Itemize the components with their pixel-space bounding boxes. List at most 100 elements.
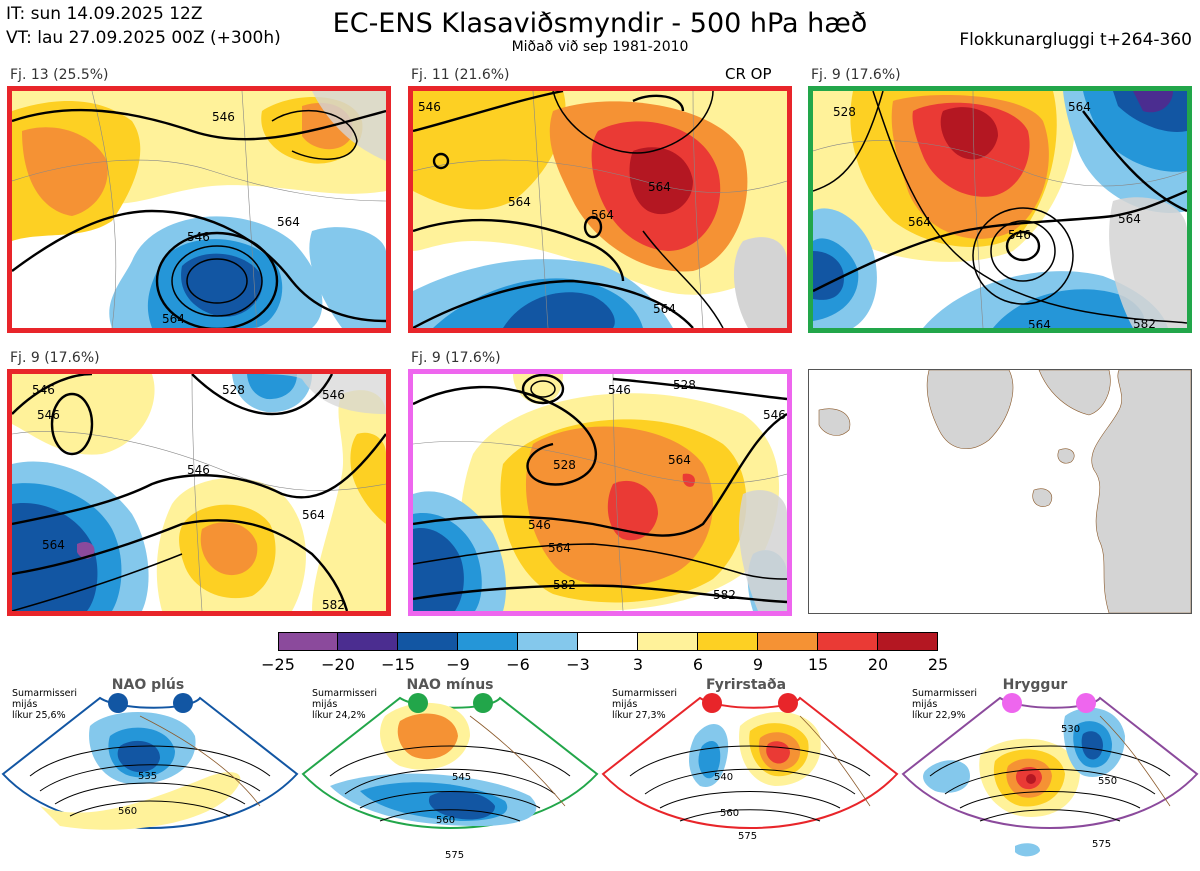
colorbar-swatch <box>518 632 578 651</box>
control-run-tag: CR OP <box>725 65 772 83</box>
regime-meta-line: mijás <box>612 699 638 710</box>
regime-title: NAO plús <box>111 677 185 693</box>
regime-blocking: 540 560 575 Fyrirstaða Sumarmisseri mijá… <box>600 676 900 871</box>
regime-title: Fyrirstaða <box>705 677 787 693</box>
contour-label: 564 <box>302 508 325 522</box>
cluster-map-5: 546 528 546 528 564 546 564 582 582 <box>408 369 792 616</box>
contour-label: 546 <box>763 408 786 422</box>
contour-label: 564 <box>1068 100 1091 114</box>
contour-label: 546 <box>37 408 60 422</box>
regime-meta: Sumarmisseri mijás líkur 25,6% <box>12 688 77 721</box>
cluster-map-1: 546 546 564 564 <box>7 86 391 333</box>
contour-label: 528 <box>553 458 576 472</box>
contour-label: 528 <box>222 383 245 397</box>
regime-contour-label: 550 <box>1098 776 1117 787</box>
colorbar-tick-label: 15 <box>807 655 829 674</box>
regime-title: Hryggur <box>1002 677 1068 693</box>
colorbar-tick-label: −9 <box>446 655 470 674</box>
contour-label: 564 <box>668 453 691 467</box>
regime-meta-line: Sumarmisseri <box>12 688 78 699</box>
regime-meta-line: Sumarmisseri <box>312 688 378 699</box>
colorbar-swatch <box>638 632 698 651</box>
regime-meta: Sumarmisseri mijás líkur 24,2% <box>312 688 377 721</box>
regime-contour-label: 535 <box>138 771 157 782</box>
colorbar-tick-label: −3 <box>566 655 590 674</box>
regime-contour-label: 540 <box>714 772 733 783</box>
regime-meta-line: mijás <box>912 699 938 710</box>
colorbar-swatch <box>398 632 458 651</box>
contour-label: 564 <box>42 538 65 552</box>
regime-meta-line: Sumarmisseri <box>912 688 978 699</box>
regime-nao-minus: 545 560 575 NAO mínus Sumarmisseri mijás… <box>300 676 600 871</box>
contour-label: 564 <box>277 215 300 229</box>
regime-meta-line: mijás <box>12 699 38 710</box>
colorbar-swatch <box>758 632 818 651</box>
regime-contour-label: 560 <box>720 808 739 819</box>
regime-contour-label: 545 <box>452 772 471 783</box>
classification-window: Flokkunargluggi t+264-360 <box>959 30 1192 50</box>
colorbar-swatch <box>698 632 758 651</box>
colorbar-swatch <box>878 632 938 651</box>
colorbar-tick-label: 25 <box>927 655 949 674</box>
panel-4-label: Fj. 9 (17.6%) <box>10 350 100 366</box>
contour-label: 564 <box>162 312 185 326</box>
panel-5-label: Fj. 9 (17.6%) <box>411 350 501 366</box>
regime-meta-line: líkur 27,3% <box>612 710 666 721</box>
contour-label: 564 <box>1118 212 1141 226</box>
regime-contour-label: 560 <box>118 806 137 817</box>
contour-label: 546 <box>32 383 55 397</box>
regime-meta: Sumarmisseri mijás líkur 27,3% <box>612 688 677 721</box>
contour-label: 582 <box>322 598 345 611</box>
contour-label: 546 <box>212 110 235 124</box>
colorbar-swatch <box>278 632 338 651</box>
contour-label: 546 <box>1008 228 1031 242</box>
regime-meta-line: mijás <box>312 699 338 710</box>
panel-1-label: Fj. 13 (25.5%) <box>10 67 109 83</box>
contour-label: 564 <box>591 208 614 222</box>
initial-time: IT: sun 14.09.2025 12Z <box>6 4 203 24</box>
colorbar-tick-label: −20 <box>321 655 355 674</box>
panel-2-label: Fj. 11 (21.6%) <box>411 67 510 83</box>
regime-nao-plus: 535 560 NAO plús Sumarmisseri mijás líku… <box>0 676 300 871</box>
base-map <box>808 369 1192 614</box>
colorbar-tick-label: 6 <box>692 655 704 674</box>
contour-label: 528 <box>833 105 856 119</box>
colorbar-swatch <box>818 632 878 651</box>
regime-contour-label: 575 <box>1092 839 1111 850</box>
contour-label: 564 <box>548 541 571 555</box>
contour-label: 564 <box>648 180 671 194</box>
contour-label: 546 <box>608 383 631 397</box>
colorbar-swatch <box>458 632 518 651</box>
colorbar-tick-label: 20 <box>867 655 889 674</box>
regime-meta-line: líkur 22,9% <box>912 710 966 721</box>
page-title: EC-ENS Klasaviðsmyndir - 500 hPa hæð <box>332 8 868 39</box>
contour-label: 546 <box>187 463 210 477</box>
colorbar-swatch <box>578 632 638 651</box>
contour-label: 564 <box>653 302 676 316</box>
page-subtitle: Miðað við sep 1981-2010 <box>511 39 689 55</box>
colorbar-swatch <box>338 632 398 651</box>
regime-contour-label: 560 <box>436 815 455 826</box>
valid-time: VT: lau 27.09.2025 00Z (+300h) <box>6 28 281 48</box>
contour-label: 546 <box>322 388 345 402</box>
regime-contour-label: 575 <box>738 831 757 842</box>
cluster-map-4: 546 528 546 546 546 564 564 582 <box>7 369 391 616</box>
contour-label: 582 <box>553 578 576 592</box>
regime-ridge: 530 550 575 Hryggur Sumarmisseri mijás l… <box>900 676 1200 871</box>
regime-contour-label: 575 <box>445 850 464 861</box>
regime-meta: Sumarmisseri mijás líkur 22,9% <box>912 688 977 721</box>
contour-label: 546 <box>187 230 210 244</box>
contour-label: 546 <box>528 518 551 532</box>
cluster-map-3: 528 546 564 564 564 582 564 <box>808 86 1192 333</box>
contour-label: 528 <box>673 378 696 392</box>
colorbar-tick-label: 9 <box>752 655 764 674</box>
contour-label: 582 <box>1133 317 1156 328</box>
regime-meta-line: líkur 25,6% <box>12 710 66 721</box>
colorbar-tick-label: −6 <box>506 655 530 674</box>
contour-label: 546 <box>418 100 441 114</box>
regime-meta-line: líkur 24,2% <box>312 710 366 721</box>
contour-label: 564 <box>1028 318 1051 328</box>
contour-label: 564 <box>508 195 531 209</box>
colorbar-tick-label: −25 <box>261 655 295 674</box>
colorbar-tick-label: −15 <box>381 655 415 674</box>
